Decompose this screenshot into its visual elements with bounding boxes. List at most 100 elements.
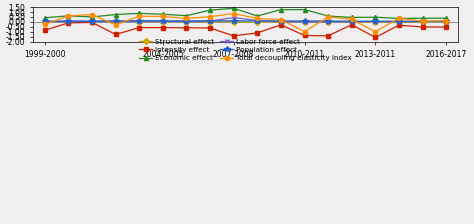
Total decoupling elasticity index: [349, 18, 355, 21]
Total decoupling elasticity index: [325, 15, 331, 18]
Line: Labor force effect: Labor force effect: [43, 15, 448, 24]
Structural effect: [183, 20, 189, 23]
Economic effect: [443, 17, 449, 19]
Line: Intensity effect: Intensity effect: [43, 20, 448, 39]
Structural effect: [278, 20, 284, 23]
Total decoupling elasticity index: [113, 24, 118, 26]
Labor force effect: [65, 20, 71, 23]
Intensity effect: [301, 34, 307, 37]
Intensity effect: [349, 23, 355, 26]
Total decoupling elasticity index: [160, 15, 166, 18]
Labor force effect: [349, 20, 355, 23]
Labor force effect: [160, 20, 166, 23]
Structural effect: [89, 20, 95, 23]
Intensity effect: [65, 22, 71, 24]
Total decoupling elasticity index: [278, 18, 284, 21]
Structural effect: [325, 20, 331, 23]
Population effect: [301, 20, 307, 22]
Structural effect: [42, 20, 47, 23]
Population effect: [420, 20, 426, 23]
Population effect: [325, 20, 331, 22]
Structural effect: [207, 20, 213, 23]
Structural effect: [443, 20, 449, 23]
Total decoupling elasticity index: [255, 17, 260, 20]
Structural effect: [373, 21, 378, 24]
Total decoupling elasticity index: [137, 15, 142, 17]
Economic effect: [183, 14, 189, 17]
Intensity effect: [89, 21, 95, 24]
Labor force effect: [183, 20, 189, 23]
Total decoupling elasticity index: [89, 13, 95, 16]
Intensity effect: [278, 24, 284, 26]
Line: Population effect: Population effect: [42, 18, 449, 24]
Structural effect: [396, 20, 402, 23]
Labor force effect: [207, 20, 213, 22]
Structural effect: [160, 20, 166, 23]
Population effect: [183, 20, 189, 22]
Economic effect: [278, 8, 284, 11]
Labor force effect: [373, 20, 378, 23]
Intensity effect: [420, 26, 426, 28]
Economic effect: [420, 17, 426, 20]
Labor force effect: [278, 20, 284, 23]
Structural effect: [301, 20, 307, 23]
Population effect: [160, 19, 166, 22]
Economic effect: [160, 13, 166, 16]
Structural effect: [65, 20, 71, 23]
Labor force effect: [231, 16, 237, 19]
Total decoupling elasticity index: [42, 23, 47, 26]
Structural effect: [349, 20, 355, 23]
Line: Total decoupling elasticity index: Total decoupling elasticity index: [43, 11, 448, 34]
Structural effect: [113, 20, 118, 22]
Economic effect: [325, 15, 331, 17]
Population effect: [137, 19, 142, 22]
Population effect: [231, 19, 237, 22]
Economic effect: [231, 7, 237, 10]
Intensity effect: [373, 36, 378, 39]
Total decoupling elasticity index: [301, 30, 307, 33]
Economic effect: [113, 13, 118, 16]
Line: Economic effect: Economic effect: [43, 6, 448, 21]
Total decoupling elasticity index: [183, 17, 189, 20]
Economic effect: [396, 17, 402, 20]
Economic effect: [65, 15, 71, 17]
Legend: Structural effect, Intensity effect, Economic effect, Labor force effect, Popula: Structural effect, Intensity effect, Eco…: [138, 37, 353, 62]
Total decoupling elasticity index: [420, 20, 426, 23]
Economic effect: [137, 12, 142, 15]
Labor force effect: [89, 20, 95, 23]
Economic effect: [42, 16, 47, 19]
Labor force effect: [42, 21, 47, 24]
Intensity effect: [443, 26, 449, 28]
Population effect: [89, 20, 95, 22]
Population effect: [278, 20, 284, 22]
Population effect: [443, 20, 449, 23]
Labor force effect: [443, 20, 449, 23]
Economic effect: [255, 15, 260, 17]
Labor force effect: [255, 19, 260, 22]
Intensity effect: [231, 34, 237, 37]
Total decoupling elasticity index: [396, 17, 402, 19]
Structural effect: [420, 20, 426, 23]
Economic effect: [89, 16, 95, 18]
Total decoupling elasticity index: [65, 15, 71, 17]
Intensity effect: [137, 26, 142, 29]
Population effect: [65, 20, 71, 22]
Total decoupling elasticity index: [443, 19, 449, 22]
Population effect: [396, 20, 402, 23]
Structural effect: [255, 21, 260, 24]
Intensity effect: [42, 29, 47, 32]
Population effect: [113, 20, 118, 22]
Total decoupling elasticity index: [373, 30, 378, 33]
Line: Structural effect: Structural effect: [43, 19, 448, 24]
Economic effect: [373, 16, 378, 19]
Labor force effect: [137, 20, 142, 23]
Labor force effect: [325, 20, 331, 23]
Population effect: [349, 20, 355, 23]
Total decoupling elasticity index: [207, 15, 213, 18]
Economic effect: [207, 9, 213, 11]
Structural effect: [231, 20, 237, 23]
Labor force effect: [396, 20, 402, 23]
Intensity effect: [113, 33, 118, 36]
Economic effect: [301, 8, 307, 11]
Population effect: [373, 20, 378, 23]
